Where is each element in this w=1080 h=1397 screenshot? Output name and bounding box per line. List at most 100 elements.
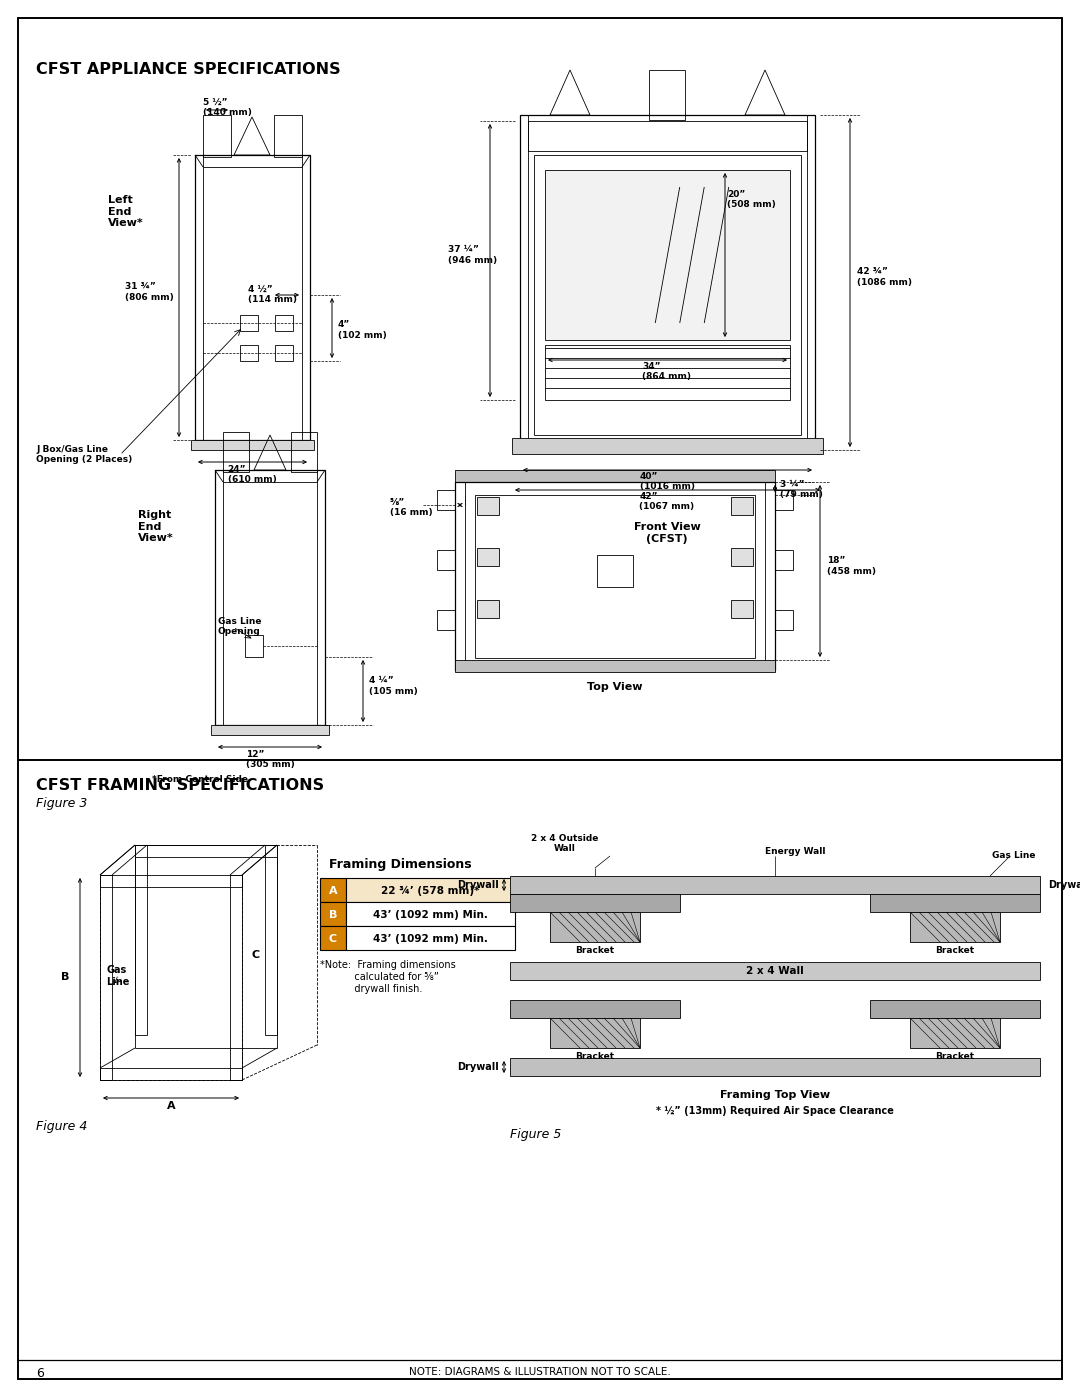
Bar <box>534 155 801 434</box>
Bar <box>437 610 455 630</box>
Bar <box>512 439 823 454</box>
Text: * ½” (13mm) Required Air Space Clearance: * ½” (13mm) Required Air Space Clearance <box>656 1106 894 1116</box>
Text: Energy Wall: Energy Wall <box>765 847 825 856</box>
Text: 42”
(1067 mm): 42” (1067 mm) <box>639 492 694 511</box>
Text: Framing Dimensions: Framing Dimensions <box>328 858 471 870</box>
Bar <box>135 845 147 1035</box>
Text: drywall finish.: drywall finish. <box>320 983 422 995</box>
Bar <box>100 1067 242 1080</box>
Bar <box>649 70 685 120</box>
Text: 2 x 4 Wall: 2 x 4 Wall <box>746 965 804 977</box>
Text: 37 ¼”
(946 mm): 37 ¼” (946 mm) <box>448 246 497 264</box>
Bar <box>870 894 1040 912</box>
Bar <box>910 912 1000 942</box>
Bar <box>240 345 258 360</box>
Text: A: A <box>328 886 337 895</box>
Text: J Box/Gas Line
Opening (2 Places): J Box/Gas Line Opening (2 Places) <box>36 446 132 464</box>
Text: Bracket: Bracket <box>576 1052 615 1060</box>
Bar <box>775 490 793 510</box>
Bar <box>775 550 793 570</box>
Text: Gas Line: Gas Line <box>991 851 1035 861</box>
Text: Bracket: Bracket <box>935 1052 974 1060</box>
Bar <box>870 1000 1040 1018</box>
Text: A: A <box>166 1101 175 1111</box>
Bar <box>731 599 753 617</box>
Bar <box>240 314 258 331</box>
Text: 6: 6 <box>36 1368 44 1380</box>
Text: Top View: Top View <box>588 682 643 692</box>
Bar <box>731 497 753 515</box>
Text: Drywall: Drywall <box>457 880 499 890</box>
Text: Left
End
View*: Left End View* <box>108 196 144 228</box>
Text: 43’ (1092 mm) Min.: 43’ (1092 mm) Min. <box>373 909 487 921</box>
Text: 12”
(305 mm): 12” (305 mm) <box>245 750 295 770</box>
Bar <box>910 1018 1000 1048</box>
Bar <box>775 610 793 630</box>
Bar <box>510 1058 1040 1076</box>
Bar <box>135 845 276 856</box>
Bar <box>731 548 753 566</box>
Bar <box>320 877 346 902</box>
Text: C: C <box>329 935 337 944</box>
Text: B: B <box>60 972 69 982</box>
Bar <box>528 122 807 151</box>
Text: Front View
(CFST): Front View (CFST) <box>634 522 700 543</box>
Text: 18”
(458 mm): 18” (458 mm) <box>827 556 876 576</box>
Text: Gas
Line: Gas Line <box>106 965 130 986</box>
Bar <box>291 432 318 472</box>
Text: NOTE: DIAGRAMS & ILLUSTRATION NOT TO SCALE.: NOTE: DIAGRAMS & ILLUSTRATION NOT TO SCA… <box>409 1368 671 1377</box>
Bar <box>437 550 455 570</box>
Bar <box>203 115 231 156</box>
Bar <box>100 875 242 887</box>
Text: *From Control Side: *From Control Side <box>152 775 248 784</box>
Bar <box>346 902 515 926</box>
Bar <box>230 875 242 1080</box>
Bar <box>510 1000 680 1018</box>
Text: Figure 4: Figure 4 <box>36 1120 87 1133</box>
Bar <box>437 490 455 510</box>
Text: 4 ¼”
(105 mm): 4 ¼” (105 mm) <box>369 676 418 696</box>
Bar <box>477 497 499 515</box>
Bar <box>528 115 807 450</box>
Bar <box>510 894 680 912</box>
Bar <box>550 1018 640 1048</box>
Bar <box>465 482 765 671</box>
Bar <box>320 902 346 926</box>
Text: Bracket: Bracket <box>935 946 974 956</box>
Bar <box>477 599 499 617</box>
Text: CFST FRAMING SPECIFICATIONS: CFST FRAMING SPECIFICATIONS <box>36 778 324 793</box>
Bar <box>455 469 775 482</box>
Bar <box>222 432 249 472</box>
Text: 34”
(864 mm): 34” (864 mm) <box>643 362 691 381</box>
Text: 4”
(102 mm): 4” (102 mm) <box>338 320 387 339</box>
Text: 3 ¼”
(79 mm): 3 ¼” (79 mm) <box>780 481 823 499</box>
Text: 20”
(508 mm): 20” (508 mm) <box>727 190 775 210</box>
Bar <box>346 877 515 902</box>
Bar <box>545 170 789 339</box>
Bar <box>455 482 775 671</box>
Text: B: B <box>328 909 337 921</box>
Text: 43’ (1092 mm) Min.: 43’ (1092 mm) Min. <box>373 935 487 944</box>
Text: 42 ¾”
(1086 mm): 42 ¾” (1086 mm) <box>858 267 912 286</box>
Bar <box>475 495 755 658</box>
Text: 22 ¾’ (578 mm)*: 22 ¾’ (578 mm)* <box>381 886 480 895</box>
Bar <box>275 314 293 331</box>
Bar <box>191 440 314 450</box>
Bar <box>265 845 276 1035</box>
Text: Drywall: Drywall <box>1048 880 1080 890</box>
Bar <box>510 876 1040 894</box>
Text: Bracket: Bracket <box>576 946 615 956</box>
Text: calculated for ⅝”: calculated for ⅝” <box>320 972 438 982</box>
Text: Drywall: Drywall <box>457 1062 499 1071</box>
Bar <box>510 963 1040 981</box>
Text: CFST APPLIANCE SPECIFICATIONS: CFST APPLIANCE SPECIFICATIONS <box>36 61 340 77</box>
Bar <box>455 659 775 672</box>
Text: Framing Top View: Framing Top View <box>720 1090 831 1099</box>
Bar <box>274 115 302 156</box>
Text: 40”
(1016 mm): 40” (1016 mm) <box>639 472 694 492</box>
Bar <box>519 115 815 450</box>
Bar <box>211 725 329 735</box>
Bar <box>346 926 515 950</box>
Text: *Note:  Framing dimensions: *Note: Framing dimensions <box>320 960 456 970</box>
Bar <box>215 469 325 725</box>
